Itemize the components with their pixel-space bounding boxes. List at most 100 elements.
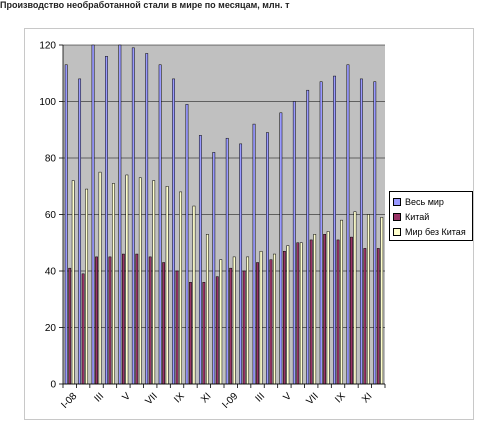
bar	[279, 112, 283, 385]
bar	[185, 104, 189, 385]
bar	[363, 248, 367, 385]
bar	[282, 250, 286, 385]
bar	[212, 152, 216, 385]
x-tick-label: V	[282, 391, 295, 404]
bar	[78, 78, 82, 385]
bar	[242, 270, 246, 385]
x-tick-label: I-09	[220, 391, 240, 411]
bar	[189, 282, 192, 385]
bar	[269, 259, 273, 385]
legend-item-china: Китай	[393, 209, 469, 224]
legend-item-world: Весь мир	[393, 194, 469, 209]
x-tick-label: IX	[172, 391, 187, 406]
bar	[340, 219, 343, 385]
bar	[273, 253, 276, 385]
y-tick-label: 20	[45, 323, 57, 334]
bar	[326, 231, 330, 385]
legend-label-china: Китай	[405, 211, 430, 222]
bar	[313, 234, 317, 385]
bar	[105, 56, 108, 385]
bar	[64, 64, 68, 385]
bar	[252, 123, 256, 385]
y-tick-label: 40	[45, 267, 57, 278]
bar	[91, 44, 95, 385]
bar	[148, 256, 152, 385]
bar	[215, 276, 219, 385]
bar	[296, 242, 300, 385]
bar	[259, 250, 263, 385]
x-tick-label: III	[93, 391, 107, 405]
bar	[333, 75, 336, 385]
x-tick-label: IX	[333, 391, 348, 406]
bar	[292, 101, 296, 385]
bar	[118, 44, 122, 385]
y-tick-label: 80	[45, 154, 57, 165]
legend-swatch-china	[393, 212, 401, 221]
bar	[175, 270, 179, 385]
bar	[172, 78, 175, 385]
bar	[219, 259, 223, 385]
bar	[373, 81, 377, 385]
bar	[202, 282, 206, 385]
y-tick-label: 120	[39, 41, 56, 52]
bar	[138, 177, 142, 385]
x-tick-label: VII	[143, 391, 159, 407]
bar	[256, 262, 259, 385]
x-tick-label: XI	[360, 391, 374, 405]
x-tick-label: XI	[199, 391, 213, 405]
bar	[108, 256, 112, 385]
legend-item-world-ex-china: Мир без Китая	[393, 224, 469, 239]
bar	[112, 183, 115, 385]
legend-swatch-world	[393, 197, 401, 206]
bar	[198, 135, 202, 385]
bar	[68, 267, 72, 385]
bar	[319, 81, 323, 385]
legend: Весь мир Китай Мир без Китая	[389, 191, 473, 241]
bar	[246, 256, 250, 385]
x-tick-label: III	[254, 391, 268, 405]
bar	[162, 262, 166, 385]
bar	[135, 253, 139, 385]
bar	[145, 53, 149, 385]
x-tick-label: I-08	[59, 391, 79, 411]
bar	[336, 239, 340, 385]
bar	[359, 78, 363, 385]
legend-swatch-world-ex-china	[393, 227, 401, 236]
bar	[232, 256, 236, 385]
chart-area	[24, 28, 474, 420]
bar	[353, 211, 357, 385]
y-tick-label: 100	[39, 97, 56, 108]
bar	[366, 214, 370, 385]
legend-label-world: Весь мир	[405, 196, 444, 207]
x-tick-label: V	[121, 391, 134, 404]
bar	[158, 64, 162, 385]
bar	[85, 188, 89, 385]
bar	[192, 205, 196, 385]
legend-label-world-ex-china: Мир без Китая	[405, 226, 466, 237]
bar	[299, 242, 303, 385]
bar	[350, 236, 353, 385]
bar	[152, 180, 156, 385]
bar	[205, 234, 209, 385]
bar	[121, 253, 125, 385]
bar	[306, 89, 310, 385]
bar	[239, 143, 243, 385]
bar	[346, 64, 350, 385]
bar	[71, 180, 75, 385]
bar	[229, 267, 233, 385]
chart-title: Производство необработанной стали в мире…	[0, 0, 290, 10]
bar	[95, 256, 98, 385]
bar	[225, 137, 229, 385]
bar	[131, 47, 135, 385]
bar	[309, 239, 313, 385]
bar	[266, 132, 269, 385]
bar	[376, 248, 380, 385]
bar	[286, 245, 290, 385]
y-tick-label: 60	[45, 210, 57, 221]
x-tick-label: VII	[304, 391, 320, 407]
bar	[98, 171, 102, 385]
bar	[165, 186, 169, 385]
bar	[323, 234, 327, 385]
bar	[81, 273, 85, 385]
